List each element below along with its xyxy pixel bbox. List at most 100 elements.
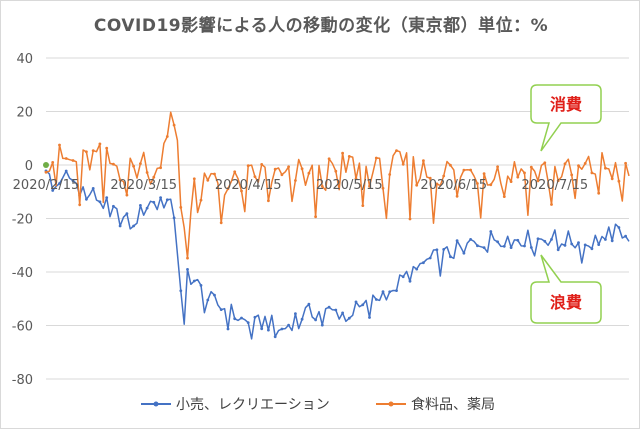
data-point-grocery: [381, 186, 385, 190]
data-point-grocery: [165, 135, 169, 138]
data-point-grocery: [327, 157, 331, 161]
data-point-grocery: [550, 203, 553, 206]
data-point-retail: [91, 187, 95, 190]
data-point-grocery: [273, 167, 277, 171]
data-point-grocery: [482, 172, 486, 176]
data-point-retail: [395, 289, 398, 292]
data-point-grocery: [78, 203, 82, 207]
data-point-grocery: [556, 179, 560, 183]
data-point-retail: [213, 293, 216, 297]
data-point-retail: [408, 279, 412, 283]
data-point-retail: [260, 327, 264, 331]
data-point-retail: [374, 298, 378, 301]
data-point-retail: [64, 169, 68, 173]
data-point-grocery: [610, 177, 614, 181]
x-axis-ticks: 2020/2/15 2020/3/15 2020/4/15 2020/5/15 2020…: [13, 178, 589, 193]
data-point-grocery: [415, 183, 419, 187]
data-point-grocery: [462, 168, 466, 172]
y-tick-label: 20: [16, 106, 33, 121]
data-point-retail: [300, 317, 304, 321]
data-point-retail: [469, 238, 472, 241]
data-point-grocery: [132, 164, 136, 168]
data-point-retail: [476, 244, 479, 248]
data-point-retail: [442, 248, 446, 251]
data-point-grocery: [455, 194, 459, 198]
y-tick-label: -40: [12, 266, 33, 281]
data-point-grocery: [159, 166, 163, 170]
data-point-retail: [516, 238, 520, 242]
data-point-retail: [556, 248, 560, 252]
callout-consumption-label: 消費: [550, 95, 582, 114]
data-point-retail: [529, 246, 533, 249]
legend-label-grocery: 食料品、薬局: [411, 396, 495, 413]
data-point-retail: [624, 234, 627, 238]
data-point-grocery: [617, 179, 621, 183]
data-point-grocery: [294, 179, 297, 182]
data-point-retail: [509, 246, 513, 250]
data-point-retail: [105, 196, 109, 200]
data-point-grocery: [44, 170, 48, 174]
data-point-retail: [172, 216, 176, 220]
data-point-retail: [543, 239, 547, 243]
callout-waste: 浪費: [530, 254, 602, 324]
legend-label-retail: 小売、レクリエーション: [176, 397, 330, 413]
data-point-grocery: [206, 178, 210, 182]
data-point-retail: [85, 197, 88, 201]
data-point-grocery: [334, 169, 338, 173]
data-point-grocery: [489, 183, 493, 187]
data-point-retail: [361, 303, 365, 307]
callout-waste-label: 浪費: [550, 293, 582, 312]
legend-item-retail: 小売、レクリエーション: [141, 397, 330, 413]
data-point-grocery: [583, 162, 587, 165]
data-point-grocery: [192, 177, 196, 181]
data-point-retail: [435, 248, 439, 252]
data-point-retail: [112, 204, 115, 208]
legend-marker-retail: [153, 401, 159, 407]
data-point-grocery: [529, 165, 533, 169]
chart-title: COVID19影響による人の移動の変化（東京都）単位：%: [93, 16, 549, 36]
data-point-retail: [280, 327, 284, 331]
legend: 小売、レクリエーション 食料品、薬局: [141, 396, 495, 413]
y-tick-label: -20: [12, 213, 33, 228]
data-point-retail: [145, 206, 149, 210]
data-point-grocery: [449, 163, 452, 167]
data-point-retail: [320, 323, 324, 327]
y-tick-label: -80: [12, 373, 33, 388]
data-point-grocery: [543, 161, 547, 165]
x-tick-label: 2020/2/15: [13, 178, 80, 193]
data-point-grocery: [604, 166, 607, 170]
data-point-grocery: [71, 159, 75, 162]
data-point-retail: [368, 316, 371, 319]
callouts: 消費 浪費: [530, 84, 602, 324]
data-point-grocery: [85, 150, 88, 154]
data-point-retail: [502, 244, 506, 248]
data-point-grocery: [98, 142, 102, 146]
data-point-grocery: [139, 162, 142, 166]
data-point-retail: [604, 238, 607, 241]
data-point-grocery: [624, 161, 627, 165]
data-point-grocery: [368, 184, 371, 188]
y-tick-label: -60: [12, 320, 33, 335]
origin-marker: [43, 162, 49, 168]
data-point-grocery: [112, 162, 115, 166]
data-point-retail: [617, 226, 621, 229]
data-point-grocery: [563, 162, 567, 166]
x-tick-label: 2020/7/15: [522, 178, 589, 193]
x-tick-label: 2020/3/15: [110, 178, 177, 193]
data-point-grocery: [58, 143, 61, 147]
data-point-retail: [428, 256, 432, 260]
data-point-retail: [563, 244, 567, 247]
data-point-retail: [98, 200, 102, 204]
data-point-grocery: [395, 149, 398, 153]
data-point-retail: [462, 251, 466, 255]
data-point-retail: [482, 246, 486, 250]
data-point-grocery: [320, 185, 324, 188]
data-point-retail: [51, 189, 55, 192]
data-point-retail: [570, 242, 574, 246]
data-point-grocery: [388, 173, 392, 176]
data-point-retail: [233, 317, 237, 321]
data-point-retail: [165, 198, 169, 202]
data-point-grocery: [469, 168, 472, 172]
data-point-retail: [536, 237, 540, 241]
